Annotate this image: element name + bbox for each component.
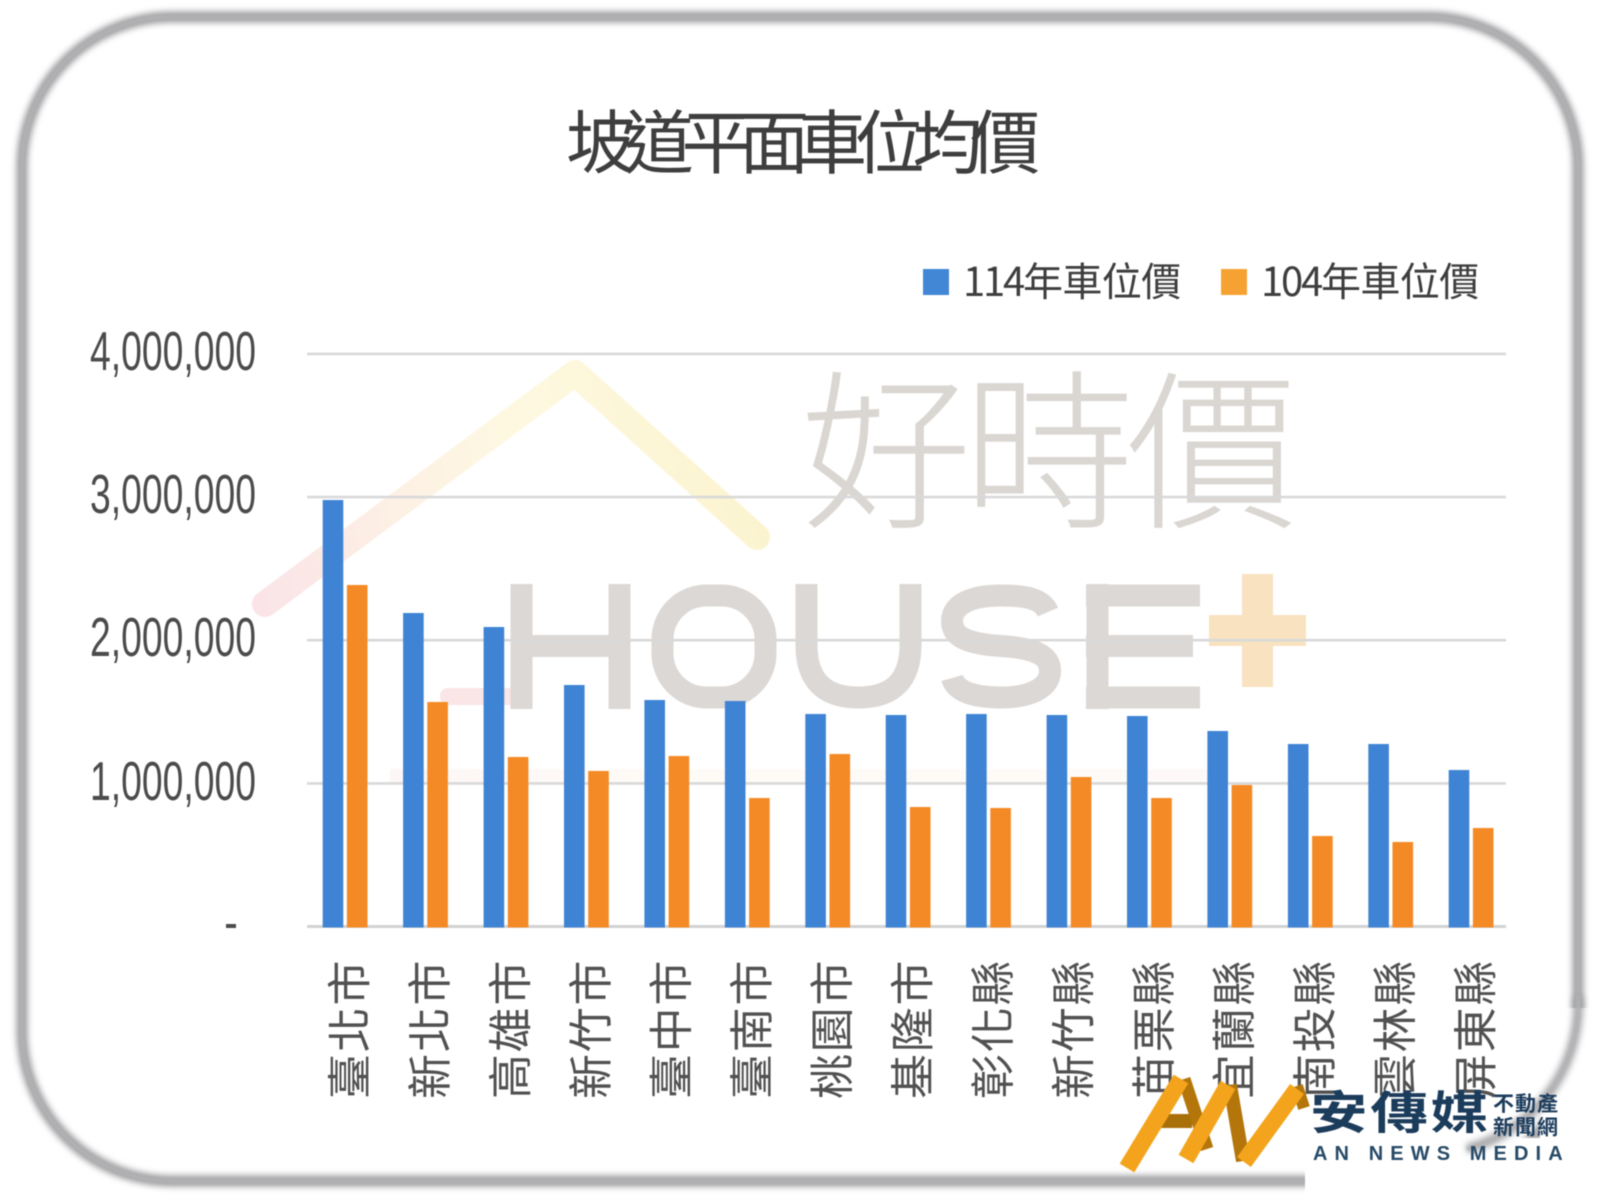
svg-text:AN NEWS MEDIA: AN NEWS MEDIA <box>1313 1143 1570 1165</box>
svg-text:1,000,000: 1,000,000 <box>90 750 256 812</box>
svg-text:2,000,000: 2,000,000 <box>90 606 256 668</box>
svg-text:3,000,000: 3,000,000 <box>90 463 256 525</box>
svg-text:4,000,000: 4,000,000 <box>90 320 256 382</box>
